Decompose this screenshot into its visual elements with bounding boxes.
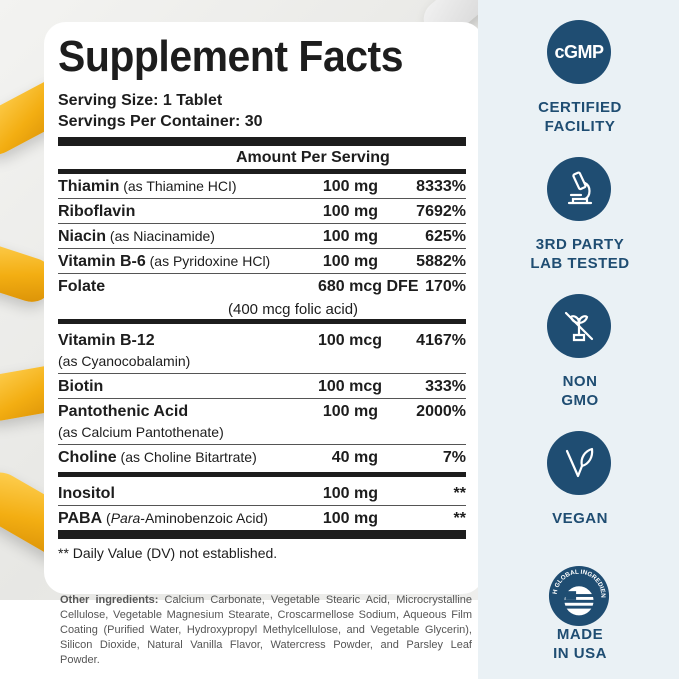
usa-globe-icon: WITH GLOBAL INGREDIENTS [547, 563, 611, 628]
nutrient-name: Folate [58, 278, 106, 295]
supplement-facts-card [44, 22, 484, 594]
nutrient-row-biotin: Biotin 100 mcg 333% [58, 374, 466, 399]
vegan-leaf-icon [547, 431, 611, 495]
nutrient-amount: 100 mg [322, 178, 378, 195]
badge-label-line: VEGAN [552, 510, 608, 527]
dv-footnote: ** Daily Value (DV) not established. [58, 545, 278, 561]
thick-divider [58, 137, 466, 146]
nutrient-row-folate: Folate 680 mcg DFE 170% (400 mcg folic a… [58, 274, 466, 324]
serving-info: Serving Size: 1 Tablet Servings Per Cont… [58, 90, 466, 132]
nutrient-name: Choline [58, 449, 117, 466]
other-ingredients: Other ingredients: Calcium Carbonate, Ve… [60, 593, 472, 668]
nutrient-name: Inositol [58, 485, 115, 502]
nutrient-dv: 170% [425, 278, 466, 295]
gmp-icon-text: cGMP [554, 41, 604, 62]
nutrient-dv: 8333% [416, 178, 466, 195]
nutrient-source: (as Choline Bitartrate) [116, 449, 257, 465]
nutrient-row-pantothenic-acid: Pantothenic Acid (as Calcium Pantothenate… [58, 399, 466, 445]
nutrient-amount: 100 mg [322, 510, 378, 527]
lab-tested-label: 3RD PARTY LAB TESTED [500, 235, 660, 273]
certified-facility-label: CERTIFIED FACILITY [500, 98, 660, 136]
nutrient-dv: 7692% [416, 203, 466, 220]
badge-label-line: NON [562, 373, 598, 390]
badge-label-line: IN USA [553, 645, 607, 662]
nutrient-dv: 5882% [416, 253, 466, 270]
nutrient-dv: ** [453, 510, 466, 527]
supplement-facts-panel: Supplement Facts Serving Size: 1 Tablet … [58, 28, 466, 563]
nutrient-name: Vitamin B-12 [58, 332, 155, 349]
nutrient-name: Thiamin [58, 178, 120, 195]
ingredients-label: Other ingredients: [60, 594, 159, 606]
nutrient-amount: 100 mg [322, 403, 378, 420]
nutrient-row-niacin: Niacin (as Niacinamide) 100 mg 625% [58, 224, 466, 249]
nutrient-name: Biotin [58, 378, 104, 395]
nutrient-source: (as Pyridoxine HCl) [145, 253, 271, 269]
nutrient-row-vitamin-b12: Vitamin B-12 (as Cyanocobalamin) 100 mcg … [58, 324, 466, 374]
nutrient-amount: 100 mcg [318, 332, 383, 349]
nutrient-dv: 4167% [416, 332, 466, 349]
nutrient-amount: 100 mg [322, 253, 378, 270]
nutrient-name: Niacin [58, 228, 107, 245]
nutrient-amount: 680 mcg DFE [318, 278, 419, 295]
badge-label-line: 3RD PARTY [535, 236, 625, 253]
nutrient-name: Pantothenic Acid [58, 403, 189, 420]
ingredients-text: Calcium Carbonate, Vegetable Stearic Aci… [60, 594, 473, 666]
nutrient-source-italic: Para [110, 510, 141, 526]
nutrient-row-inositol: Inositol 100 mg ** [58, 477, 466, 506]
nutrient-dv: 7% [442, 449, 466, 466]
nutrient-row-thiamin: Thiamin (as Thiamine HCI) 100 mg 8333% [58, 174, 466, 199]
nutrient-dv: ** [453, 485, 466, 502]
nutrient-amount: 100 mcg [318, 378, 383, 395]
serving-size: Serving Size: 1 Tablet [58, 92, 223, 109]
nutrient-row-vitamin-b6: Vitamin B-6 (as Pyridoxine HCl) 100 mg 5… [58, 249, 466, 274]
nutrient-amount: 100 mg [322, 485, 378, 502]
made-in-usa-label: MADE IN USA [500, 625, 660, 663]
nutrient-source: (as Cyanocobalamin) [58, 353, 191, 369]
badge-label-line: FACILITY [544, 118, 616, 135]
microscope-icon [547, 157, 611, 221]
no-gmo-icon [547, 294, 611, 358]
badge-label-line: CERTIFIED [538, 99, 622, 116]
nutrient-name: Riboflavin [58, 203, 136, 220]
nutrient-amount: 100 mg [322, 228, 378, 245]
nutrient-source-post: -Aminobenzoic Acid) [140, 510, 268, 526]
badge-label-line: GMO [561, 392, 599, 409]
vegan-label: VEGAN [500, 509, 660, 528]
nutrient-row-choline: Choline (as Choline Bitartrate) 40 mg 7% [58, 445, 466, 477]
nutrient-row-riboflavin: Riboflavin 100 mg 7692% [58, 199, 466, 224]
facts-title: Supplement Facts [58, 32, 404, 81]
nutrient-name: PABA [58, 510, 103, 527]
nutrient-name: Vitamin B-6 [58, 253, 146, 270]
nutrient-dv: 333% [425, 378, 466, 395]
nutrient-dv: 2000% [416, 403, 466, 420]
non-gmo-label: NON GMO [500, 372, 660, 410]
nutrient-source: (as Niacinamide) [106, 228, 215, 244]
nutrient-source: (as Calcium Pantothenate) [58, 424, 224, 440]
badge-label-line: LAB TESTED [530, 255, 630, 272]
badge-label-line: MADE [556, 626, 604, 643]
nutrient-source: (as Thiamine HCI) [119, 178, 237, 194]
nutrient-amount: 100 mg [322, 203, 378, 220]
nutrient-row-paba: PABA (Para-Aminobenzoic Acid) 100 mg ** [58, 506, 466, 539]
servings-per-container: Servings Per Container: 30 [58, 113, 263, 130]
folate-folic-acid: (400 mcg folic acid) [228, 301, 359, 318]
nutrient-amount: 40 mg [331, 449, 378, 466]
nutrient-source-pre: ( [102, 510, 111, 526]
nutrient-dv: 625% [425, 228, 466, 245]
amount-per-serving-header: Amount Per Serving [58, 146, 466, 174]
gmp-icon: cGMP [547, 20, 611, 84]
